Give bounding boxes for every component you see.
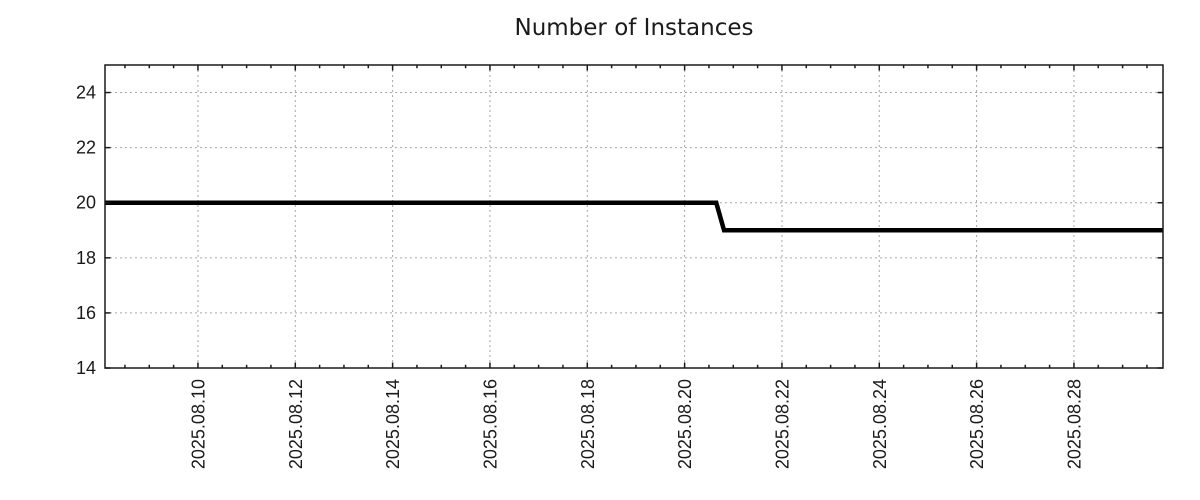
x-tick-label: 2025.08.18 [578,379,598,469]
y-tick-label: 20 [76,193,96,213]
y-tick-label: 24 [76,83,96,103]
y-tick-label: 16 [76,303,96,323]
x-tick-label: 2025.08.14 [383,379,403,469]
x-tick-label: 2025.08.12 [286,379,306,469]
x-tick-label: 2025.08.10 [188,379,208,469]
y-tick-label: 14 [76,358,96,378]
chart-title: Number of Instances [514,15,754,41]
y-tick-label: 22 [76,138,96,158]
plot-border [104,64,1164,369]
x-tick-label: 2025.08.20 [675,379,695,469]
x-tick-label: 2025.08.22 [772,379,792,469]
x-tick-label: 2025.08.16 [480,379,500,469]
x-tick-label: 2025.08.24 [870,379,890,469]
series-line-instances [105,200,1163,233]
x-tick-label: 2025.08.26 [967,379,987,469]
x-tick-label: 2025.08.28 [1064,379,1084,469]
y-tick-label: 18 [76,248,96,268]
